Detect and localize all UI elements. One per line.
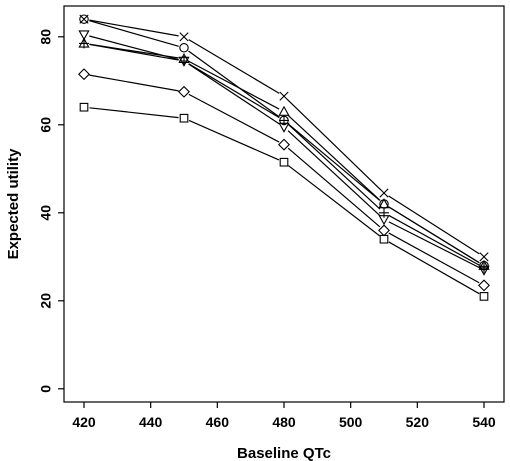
series-triangle-down: [78, 30, 490, 276]
series-x: [79, 14, 489, 262]
data-point-circle: [179, 43, 189, 53]
series-line-segment: [287, 114, 381, 201]
data-point-triangle-up: [278, 105, 290, 116]
series-line-segment: [188, 60, 280, 110]
series-line-segment: [388, 195, 480, 255]
x-axis: 420 440 460 480 500 520 540: [72, 402, 496, 430]
y-axis: 0 20 40 60 80: [38, 29, 64, 393]
x-tick-label: 420: [72, 414, 96, 430]
data-point-x: [179, 32, 189, 42]
data-point-square: [79, 102, 89, 112]
series-line-segment: [287, 123, 381, 201]
data-point-square: [479, 292, 489, 301]
series-line-segment: [287, 147, 381, 228]
series-line-segment: [188, 63, 280, 119]
y-tick-label: 60: [38, 117, 54, 133]
data-point-x: [379, 188, 389, 198]
data-point-triangle-down: [478, 265, 490, 276]
data-point-diamond: [78, 68, 90, 81]
series-line-segment: [89, 19, 179, 37]
series-line-segment: [287, 99, 381, 190]
x-tick-label: 500: [339, 414, 363, 430]
data-point-circle: [79, 14, 89, 24]
series-line-segment: [188, 119, 280, 161]
series-line-segment: [388, 206, 480, 264]
y-tick-label: 80: [38, 29, 54, 45]
data-point-diamond: [478, 279, 490, 292]
series-line-segment: [89, 20, 179, 47]
series-line-segment: [388, 241, 480, 295]
data-point-diamond: [178, 85, 190, 98]
data-point-diamond: [278, 138, 290, 151]
data-point-x: [479, 252, 489, 262]
y-axis-title: Expected utility: [5, 148, 22, 260]
x-tick-label: 520: [406, 414, 430, 430]
data-point-square: [379, 234, 389, 244]
series-line-segment: [89, 74, 179, 92]
series-line-segment: [388, 221, 480, 269]
series-line-segment: [89, 35, 179, 61]
data-point-x: [279, 91, 289, 101]
series-line-segment: [388, 214, 480, 266]
data-point-plus: [279, 115, 289, 126]
data-point-triangle-up: [378, 198, 390, 209]
x-tick-label: 440: [139, 414, 163, 430]
series-line-segment: [287, 165, 381, 237]
data-point-triangle-down: [178, 56, 190, 67]
series-line-segment: [89, 107, 179, 119]
series-line-segment: [287, 123, 381, 210]
series-line-segment: [388, 232, 480, 284]
series-group: [78, 14, 490, 301]
series-diamond: [78, 68, 490, 292]
series-line-segment: [89, 43, 179, 61]
series-line-segment: [188, 93, 280, 143]
data-point-square: [179, 113, 189, 123]
y-tick-label: 40: [38, 205, 54, 221]
y-tick-label: 20: [38, 293, 54, 309]
data-point-triangle-down: [78, 30, 90, 41]
x-tick-label: 480: [272, 414, 296, 430]
data-point-triangle-down: [278, 122, 290, 133]
x-tick-label: 540: [472, 414, 496, 430]
series-line-segment: [188, 39, 280, 94]
data-point-diamond: [378, 224, 390, 237]
y-tick-label: 0: [38, 385, 54, 393]
data-point-triangle-down: [378, 215, 390, 226]
series-square: [79, 102, 489, 301]
series-line-segment: [188, 63, 280, 125]
x-tick-label: 460: [206, 414, 230, 430]
series-triangle-up: [78, 37, 490, 270]
data-point-square: [279, 157, 289, 167]
series-line-segment: [188, 50, 280, 118]
data-point-plus: [379, 207, 389, 218]
x-axis-title: Baseline QTc: [237, 445, 331, 461]
series-plus: [79, 38, 489, 273]
series-line-segment: [287, 130, 381, 217]
plot-frame: [63, 5, 505, 403]
